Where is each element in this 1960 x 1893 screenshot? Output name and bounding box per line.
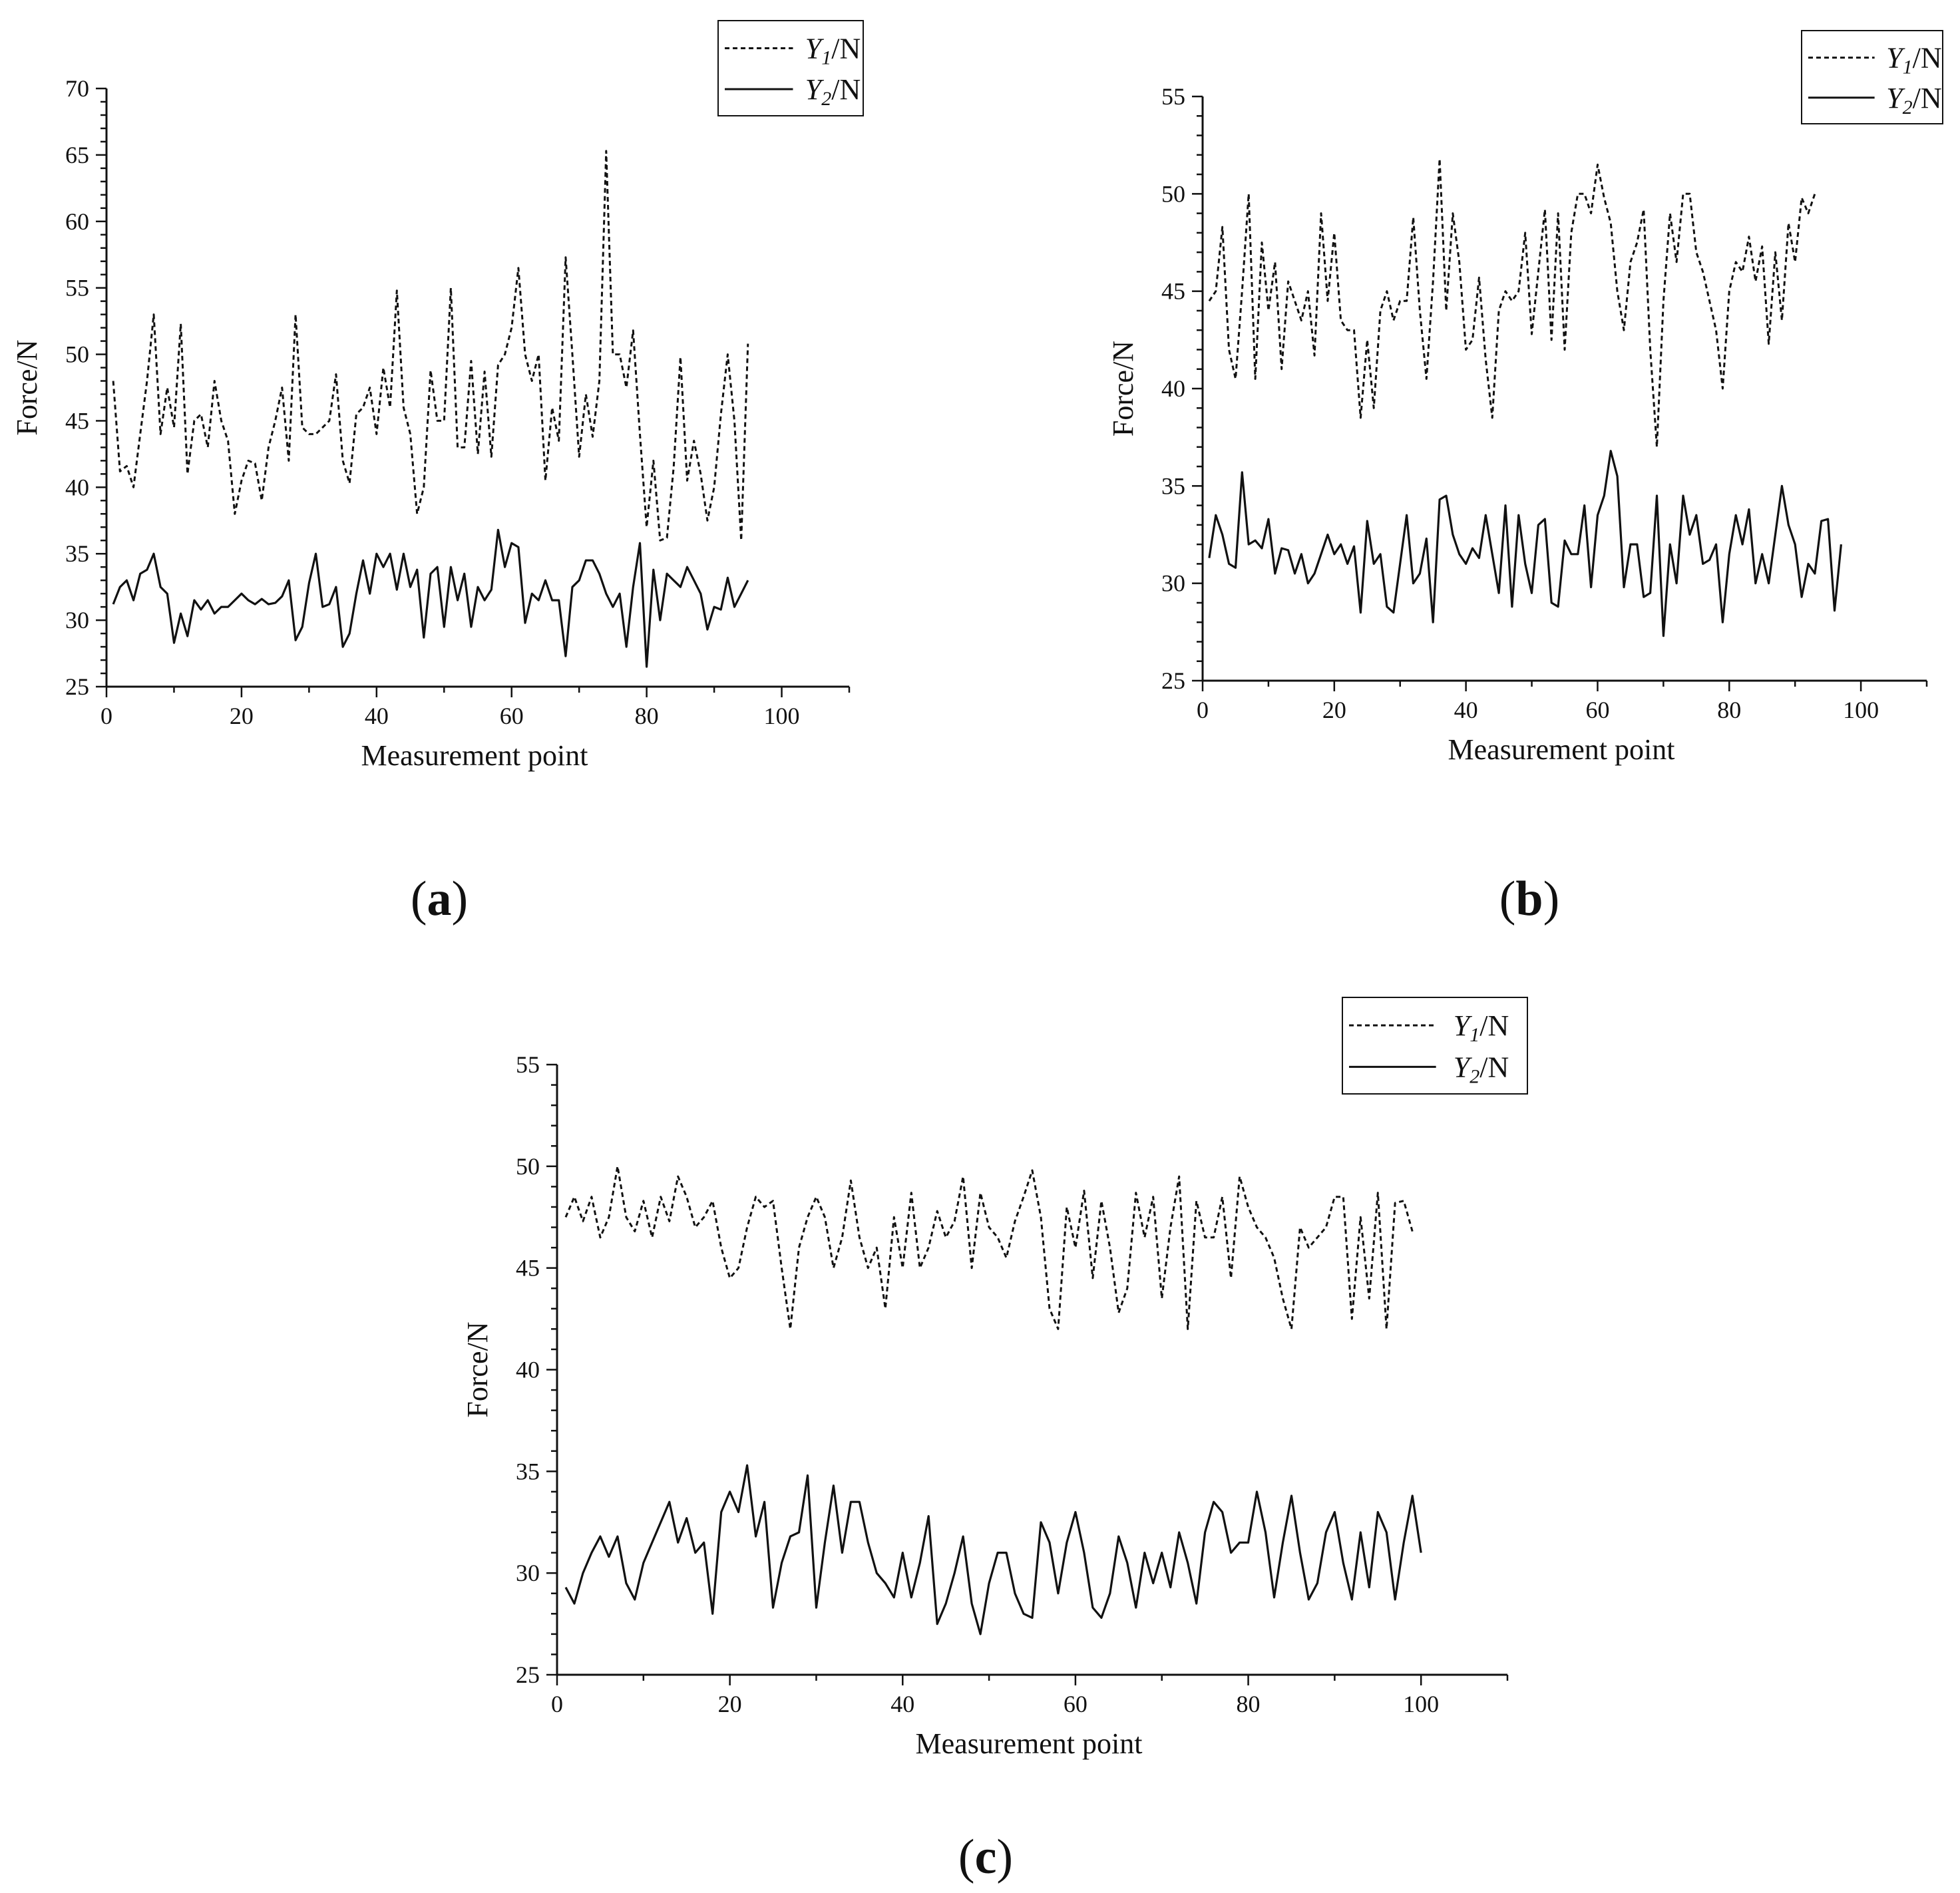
chart-panel-c: 25 30 35 40 45 50 55 0 20 40 60 80 100 Measurement po… bbox=[461, 997, 1528, 1884]
y-tick-label: 60 bbox=[65, 208, 89, 235]
y-tick-label: 40 bbox=[65, 474, 89, 500]
y-tick-label: 40 bbox=[1161, 375, 1185, 402]
y-axis-title: Force/N bbox=[1107, 341, 1139, 436]
y-tick-label: 40 bbox=[516, 1357, 540, 1383]
y-tick-label: 30 bbox=[65, 607, 89, 633]
series-line-y2 bbox=[1208, 450, 1842, 637]
x-tick-label: 20 bbox=[1322, 697, 1346, 723]
y-tick-label: 30 bbox=[1161, 570, 1185, 597]
y-tick-label: 45 bbox=[516, 1255, 540, 1282]
legend: Y1/N Y2/N bbox=[717, 20, 864, 116]
y-tick-label: 50 bbox=[516, 1153, 540, 1180]
x-tick-label: 80 bbox=[1717, 697, 1741, 723]
legend-label-y1: Y1/N bbox=[1454, 1009, 1509, 1046]
y-tick-label: 70 bbox=[65, 75, 89, 102]
x-axis-title: Measurement point bbox=[1448, 733, 1675, 766]
series-line-y1 bbox=[1208, 158, 1816, 448]
series-line-y1 bbox=[564, 1165, 1414, 1330]
legend: Y1/NY2/N bbox=[1801, 30, 1943, 124]
legend-box bbox=[717, 20, 864, 116]
x-tick-label: 100 bbox=[1843, 697, 1879, 723]
x-tick-label: 60 bbox=[1064, 1691, 1087, 1717]
x-tick-label: 60 bbox=[1585, 697, 1609, 723]
y-tick-label: 45 bbox=[1161, 278, 1185, 305]
y-tick-label: 30 bbox=[516, 1560, 540, 1586]
y-tick-label: 50 bbox=[1161, 180, 1185, 207]
y-tick-label: 35 bbox=[65, 540, 89, 567]
legend-label-y1: Y1/N bbox=[805, 32, 861, 69]
x-tick-label: 20 bbox=[718, 1691, 742, 1717]
series-line-y1 bbox=[112, 150, 749, 542]
legend-label-y1: Y1/N bbox=[1886, 42, 1941, 79]
x-tick-label: 0 bbox=[1197, 697, 1209, 723]
x-tick-label: 40 bbox=[365, 703, 389, 729]
y-axis-title: Force/N bbox=[461, 1321, 494, 1417]
series-line-y2 bbox=[564, 1464, 1422, 1635]
panel-label: (b) bbox=[1499, 872, 1559, 926]
x-tick-label: 20 bbox=[230, 703, 254, 729]
legend-box bbox=[1342, 997, 1528, 1095]
y-tick-label: 65 bbox=[65, 142, 89, 168]
panel-label: (c) bbox=[958, 1830, 1013, 1884]
x-tick-label: 60 bbox=[500, 703, 524, 729]
x-tick-label: 100 bbox=[1403, 1691, 1439, 1717]
series-line-y2 bbox=[112, 528, 749, 668]
y-tick-label: 35 bbox=[516, 1458, 540, 1484]
y-tick-label: 35 bbox=[1161, 472, 1185, 499]
x-axis-title: Measurement point bbox=[361, 739, 588, 772]
x-tick-label: 40 bbox=[890, 1691, 914, 1717]
y-tick-label: 50 bbox=[65, 341, 89, 368]
x-tick-label: 80 bbox=[1237, 1691, 1261, 1717]
y-tick-label: 25 bbox=[1161, 667, 1185, 694]
y-axis-title: Force/N bbox=[11, 339, 43, 435]
x-tick-label: 80 bbox=[635, 703, 659, 729]
legend-label-y2: Y2/N bbox=[805, 73, 861, 110]
y-tick-label: 55 bbox=[65, 275, 89, 301]
x-tick-label: 100 bbox=[764, 703, 800, 729]
x-tick-label: 40 bbox=[1454, 697, 1478, 723]
chart-panel-a: 25 30 35 40 45 50 55 60 65 70 0 20 40 60 80 100 Measurem… bbox=[11, 20, 864, 926]
y-tick-label: 55 bbox=[516, 1051, 540, 1078]
legend-label-y2: Y2/N bbox=[1886, 82, 1941, 118]
x-axis-title: Measurement point bbox=[916, 1727, 1143, 1760]
x-tick-label: 0 bbox=[551, 1691, 563, 1717]
y-tick-label: 25 bbox=[65, 673, 89, 700]
legend: Y1/N Y2/N bbox=[1342, 997, 1528, 1095]
y-tick-label: 55 bbox=[1161, 83, 1185, 110]
legend-box bbox=[1801, 30, 1943, 124]
legend-label-y2: Y2/N bbox=[1454, 1051, 1509, 1087]
chart-panel-b: 25 30 35 40 45 50 55 0 20 40 60 80 100 Measurement po… bbox=[1107, 30, 1943, 926]
y-tick-label: 25 bbox=[516, 1661, 540, 1688]
x-tick-label: 0 bbox=[100, 703, 112, 729]
panel-label: (a) bbox=[411, 872, 468, 926]
y-tick-label: 45 bbox=[65, 407, 89, 434]
